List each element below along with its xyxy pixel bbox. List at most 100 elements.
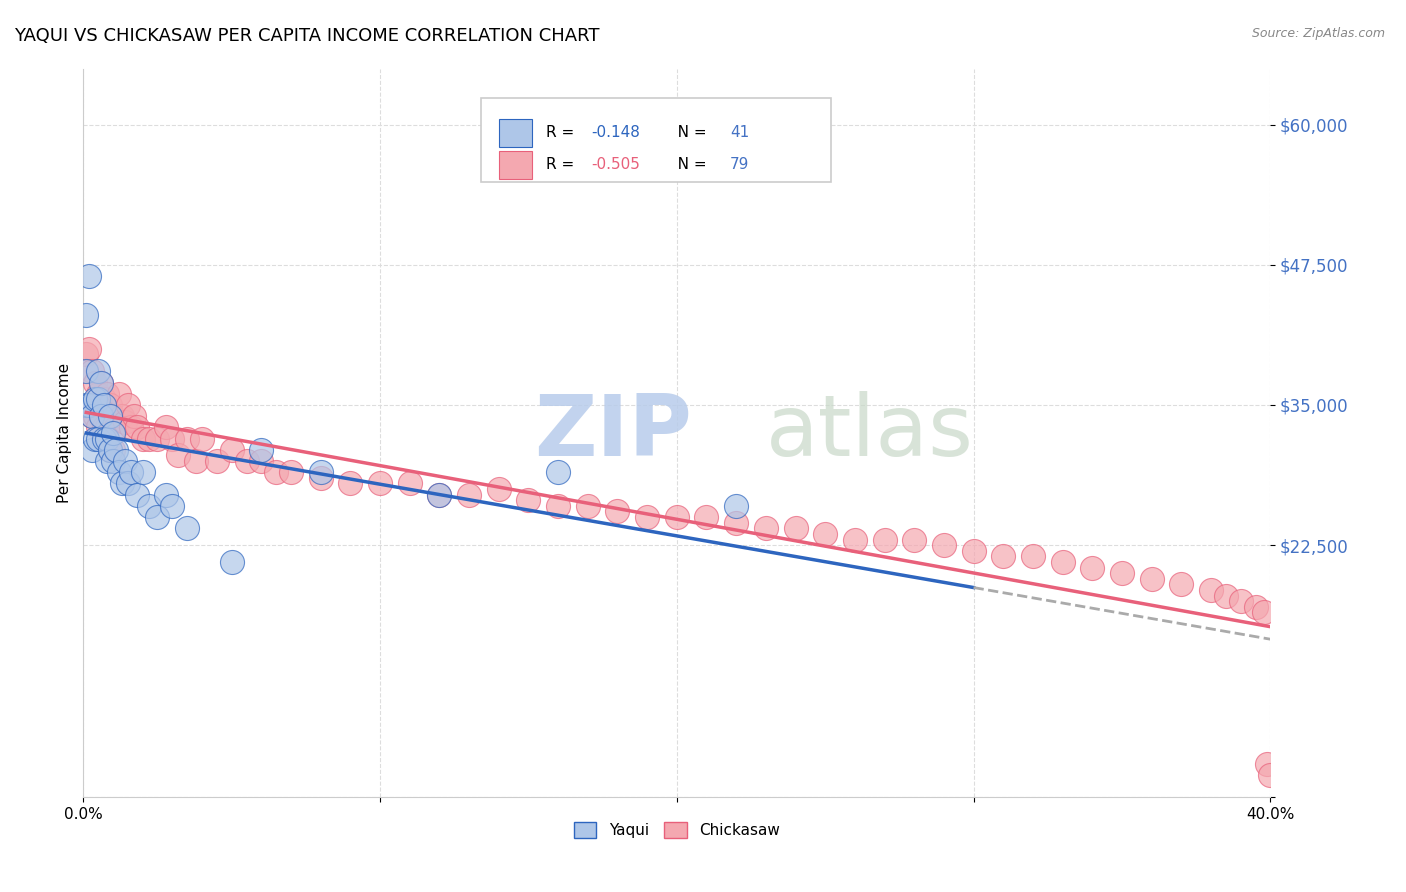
Point xyxy=(725,516,748,530)
Point xyxy=(547,465,569,479)
Point xyxy=(1229,594,1251,608)
Point xyxy=(120,420,142,434)
Point xyxy=(725,499,748,513)
Text: -0.505: -0.505 xyxy=(592,157,640,172)
Point xyxy=(1052,555,1074,569)
Point xyxy=(87,432,110,446)
Point xyxy=(131,432,153,446)
Point xyxy=(398,476,420,491)
Point xyxy=(87,420,110,434)
Legend: Yaqui, Chickasaw: Yaqui, Chickasaw xyxy=(568,816,786,845)
Point xyxy=(162,499,184,513)
Text: 41: 41 xyxy=(730,126,749,140)
Bar xyxy=(499,151,531,178)
Point xyxy=(96,386,118,401)
Point xyxy=(458,488,481,502)
Point xyxy=(309,471,332,485)
Point xyxy=(665,510,688,524)
Point xyxy=(695,510,717,524)
Point xyxy=(785,521,807,535)
Point xyxy=(75,308,97,322)
Point xyxy=(250,454,273,468)
Point xyxy=(75,364,97,378)
Point xyxy=(155,488,177,502)
Point xyxy=(98,442,121,457)
Point xyxy=(1215,589,1237,603)
Point xyxy=(87,364,110,378)
Text: ZIP: ZIP xyxy=(534,392,692,475)
Point xyxy=(191,432,214,446)
Point xyxy=(873,533,896,547)
Point xyxy=(235,454,257,468)
Point xyxy=(90,409,112,424)
Point xyxy=(1022,549,1045,564)
Text: YAQUI VS CHICKASAW PER CAPITA INCOME CORRELATION CHART: YAQUI VS CHICKASAW PER CAPITA INCOME COR… xyxy=(14,27,599,45)
Point xyxy=(104,420,127,434)
Point xyxy=(429,488,451,502)
Point xyxy=(87,386,110,401)
Point xyxy=(1081,560,1104,574)
Point xyxy=(98,442,121,457)
FancyBboxPatch shape xyxy=(481,98,831,181)
Point xyxy=(114,415,136,429)
Point xyxy=(101,425,124,440)
Text: N =: N = xyxy=(662,157,711,172)
Point xyxy=(1170,577,1192,591)
Point xyxy=(1244,599,1267,614)
Point xyxy=(547,499,569,513)
Point xyxy=(108,465,131,479)
Point xyxy=(1253,606,1275,620)
Point xyxy=(93,398,115,412)
Point xyxy=(117,476,139,491)
Point xyxy=(221,442,243,457)
Point xyxy=(90,376,112,390)
Point xyxy=(903,533,925,547)
Point xyxy=(1140,572,1163,586)
Text: atlas: atlas xyxy=(766,392,974,475)
Point xyxy=(101,454,124,468)
Point xyxy=(96,420,118,434)
Point xyxy=(104,442,127,457)
Point xyxy=(93,420,115,434)
Point xyxy=(576,499,599,513)
Point xyxy=(1260,768,1282,782)
Point xyxy=(77,342,100,356)
Text: N =: N = xyxy=(662,126,711,140)
Text: Source: ZipAtlas.com: Source: ZipAtlas.com xyxy=(1251,27,1385,40)
Point xyxy=(844,533,866,547)
Point xyxy=(90,398,112,412)
Point xyxy=(606,504,628,518)
Point xyxy=(120,465,142,479)
Point xyxy=(167,449,190,463)
Point xyxy=(146,432,169,446)
Point xyxy=(96,432,118,446)
Point xyxy=(1199,582,1222,597)
Point xyxy=(932,538,955,552)
Point xyxy=(77,398,100,412)
Point xyxy=(176,521,198,535)
Point xyxy=(117,398,139,412)
Point xyxy=(101,409,124,424)
Text: R =: R = xyxy=(547,157,579,172)
Point xyxy=(488,482,510,496)
Point xyxy=(205,454,228,468)
Point xyxy=(993,549,1015,564)
Point xyxy=(96,454,118,468)
Point xyxy=(125,488,148,502)
Point xyxy=(309,465,332,479)
Point xyxy=(77,268,100,283)
Point xyxy=(93,432,115,446)
Point xyxy=(101,442,124,457)
Point xyxy=(636,510,658,524)
Point xyxy=(84,432,107,446)
Point xyxy=(184,454,207,468)
Point xyxy=(280,465,302,479)
Point xyxy=(162,432,184,446)
Point xyxy=(77,398,100,412)
Y-axis label: Per Capita Income: Per Capita Income xyxy=(58,363,72,503)
Point xyxy=(90,376,112,390)
Point xyxy=(75,398,97,412)
Point xyxy=(82,409,104,424)
Point xyxy=(98,409,121,424)
Point xyxy=(82,364,104,378)
